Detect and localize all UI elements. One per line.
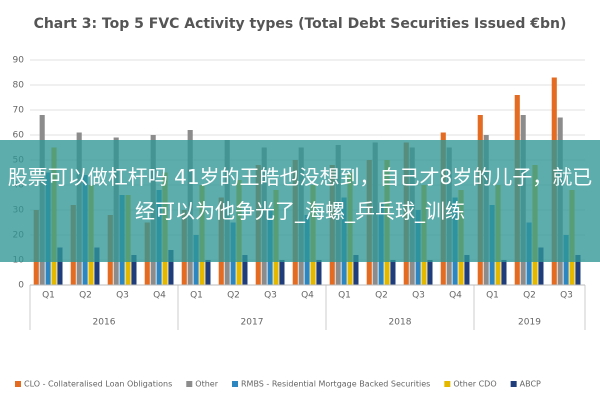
x-tick-label: Q1	[42, 291, 55, 301]
legend-swatch	[510, 381, 517, 387]
bar	[205, 260, 211, 285]
x-tick-label: Q3	[264, 291, 277, 301]
x-tick-label: Q4	[153, 291, 166, 301]
bar	[501, 260, 507, 285]
bar	[57, 247, 63, 285]
legend-swatch	[232, 381, 238, 387]
bar	[575, 255, 581, 285]
bar	[279, 260, 285, 285]
y-tick-label: 90	[13, 56, 25, 66]
y-tick-label: 60	[13, 131, 25, 141]
x-tick-label: Q1	[190, 291, 203, 301]
x-tick-label: Q2	[375, 291, 388, 301]
bar	[464, 255, 470, 285]
chart-title: Chart 3: Top 5 FVC Activity types (Total…	[34, 16, 567, 32]
x-tick-label: Q3	[560, 291, 573, 301]
y-tick-label: 0	[18, 281, 24, 291]
bar	[353, 255, 359, 285]
bar	[427, 260, 433, 285]
legend-label: ABCP	[520, 380, 541, 389]
legend-label: Other CDO	[453, 380, 496, 389]
y-tick-label: 80	[13, 81, 25, 91]
x-tick-label: Q3	[412, 291, 425, 301]
group-label: 2018	[389, 318, 412, 328]
bar	[390, 260, 396, 285]
bar	[131, 255, 137, 285]
bar	[94, 247, 100, 285]
legend-label: CLO - Collateralised Loan Obligations	[24, 380, 172, 389]
legend-label: Other	[195, 380, 218, 389]
legend-swatch	[444, 381, 451, 387]
legend-swatch	[186, 381, 193, 387]
bar	[168, 250, 174, 285]
group-label: 2017	[241, 318, 264, 328]
legend-swatch	[15, 381, 21, 387]
bar	[538, 247, 544, 285]
x-tick-label: Q4	[301, 291, 314, 301]
x-tick-label: Q3	[116, 291, 129, 301]
bar	[242, 255, 248, 285]
y-tick-label: 70	[13, 106, 25, 116]
x-tick-label: Q2	[523, 291, 536, 301]
x-tick-label: Q1	[338, 291, 351, 301]
x-tick-label: Q4	[449, 291, 462, 301]
x-tick-label: Q1	[486, 291, 499, 301]
overlay-banner: 股票可以做杠杆吗 41岁的王皓也没想到，自己才8岁的儿子，就已经可以为他争光了_…	[0, 140, 600, 262]
x-tick-label: Q2	[227, 291, 240, 301]
x-tick-label: Q2	[79, 291, 92, 301]
group-label: 2019	[518, 318, 541, 328]
legend-label: RMBS - Residential Mortgage Backed Secur…	[241, 380, 430, 389]
group-label: 2016	[93, 318, 116, 328]
bar	[316, 260, 322, 285]
